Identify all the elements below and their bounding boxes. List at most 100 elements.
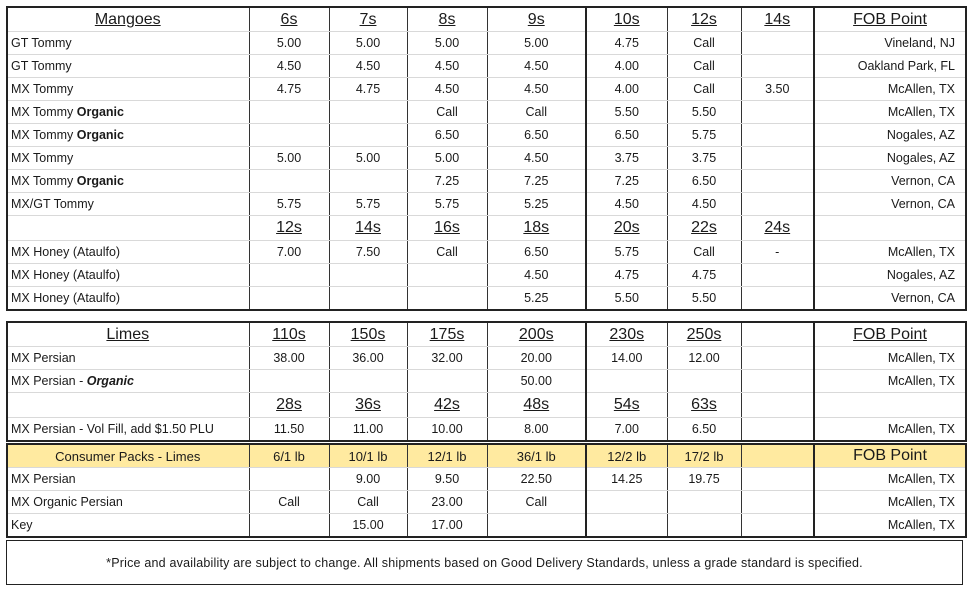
price-cell — [741, 123, 815, 147]
price-cell: 5.50 — [586, 286, 668, 311]
fob-point: Vernon, CA — [814, 286, 967, 311]
empty-cell — [7, 215, 250, 241]
empty-cell — [814, 215, 967, 241]
size-header: 14s — [329, 215, 408, 241]
size-header: 10/1 lb — [329, 444, 408, 468]
price-cell: 5.00 — [487, 31, 587, 55]
size-header-row: 12s 14s 16s 18s 20s 22s 24s — [7, 215, 967, 241]
size-header: 42s — [407, 392, 488, 418]
price-cell: 17.00 — [407, 513, 488, 538]
organic-label: Organic — [76, 105, 124, 119]
product-name: MX Persian - Vol Fill, add $1.50 PLU — [7, 417, 250, 442]
product-label: GT Tommy — [11, 36, 72, 50]
mangoes-price-table: Mangoes 6s 7s 8s 9s 10s 12s 14s FOB Point GT Tomm… — [6, 6, 967, 311]
size-header: 48s — [487, 392, 587, 418]
fob-point: McAllen, TX — [814, 77, 967, 101]
product-name: MX Organic Persian — [7, 490, 250, 514]
price-row: MX Tommy Organic 7.25 7.25 7.25 6.50 Vernon, … — [7, 169, 967, 193]
size-header-row: Mangoes 6s 7s 8s 9s 10s 12s 14s FOB Point — [7, 7, 967, 32]
price-row: MX Organic Persian Call Call 23.00 Call McAll… — [7, 490, 967, 514]
price-cell: Call — [487, 100, 587, 124]
price-cell: 4.50 — [487, 77, 587, 101]
fob-point: McAllen, TX — [814, 417, 967, 442]
price-cell: 4.75 — [667, 263, 742, 287]
fob-point: Nogales, AZ — [814, 123, 967, 147]
price-cell — [249, 169, 330, 193]
product-label: MX/GT Tommy — [11, 197, 94, 211]
price-cell: 5.50 — [667, 100, 742, 124]
product-name: GT Tommy — [7, 31, 250, 55]
price-row: MX Persian 9.00 9.50 22.50 14.25 19.75 McAllen… — [7, 467, 967, 491]
price-cell: 5.00 — [407, 31, 488, 55]
price-cell: 5.00 — [329, 146, 408, 170]
price-cell: 5.75 — [586, 240, 668, 264]
product-label: MX Persian — [11, 472, 76, 486]
price-cell: 3.50 — [741, 77, 815, 101]
price-cell: 5.00 — [249, 31, 330, 55]
size-header: 7s — [329, 7, 408, 32]
price-cell: 6.50 — [407, 123, 488, 147]
price-cell — [329, 369, 408, 393]
price-cell: 4.00 — [586, 54, 668, 78]
product-name: MX Persian — [7, 467, 250, 491]
price-row: Key 15.00 17.00 McAllen, TX — [7, 513, 967, 538]
price-row: GT Tommy 5.00 5.00 5.00 5.00 4.75 Call Vineland… — [7, 31, 967, 55]
price-cell: 36.00 — [329, 346, 408, 370]
price-cell: Call — [487, 490, 587, 514]
fob-point: McAllen, TX — [814, 346, 967, 370]
organic-label: Organic — [76, 128, 124, 142]
size-header-row: Limes 110s 150s 175s 200s 230s 250s FOB Point — [7, 322, 967, 347]
price-cell: 7.25 — [407, 169, 488, 193]
section-title: Mangoes — [7, 7, 250, 32]
organic-label: Organic — [86, 374, 134, 388]
product-label: MX Persian - — [11, 374, 87, 388]
size-header-row: Consumer Packs - Limes 6/1 lb 10/1 lb 12/1 … — [7, 444, 967, 468]
price-cell — [741, 54, 815, 78]
product-name: MX Honey (Ataulfo) — [7, 263, 250, 287]
price-cell: 14.00 — [586, 346, 668, 370]
product-label: MX Tommy — [11, 151, 74, 165]
price-cell: 3.75 — [586, 146, 668, 170]
product-label: MX Honey (Ataulfo) — [11, 245, 121, 259]
product-label: MX Honey (Ataulfo) — [11, 268, 121, 282]
price-cell — [741, 263, 815, 287]
price-cell: 4.50 — [487, 54, 587, 78]
price-cell: Call — [329, 490, 408, 514]
price-cell: 5.75 — [407, 192, 488, 216]
size-header: 28s — [249, 392, 330, 418]
product-label: MX Persian — [11, 351, 76, 365]
size-header: 18s — [487, 215, 587, 241]
price-cell: 4.00 — [586, 77, 668, 101]
product-name: MX/GT Tommy — [7, 192, 250, 216]
size-header: 36s — [329, 392, 408, 418]
price-cell: 6.50 — [487, 240, 587, 264]
price-cell — [741, 286, 815, 311]
price-cell — [249, 513, 330, 538]
price-row: MX Honey (Ataulfo) 5.25 5.50 5.50 Vernon, CA — [7, 286, 967, 311]
price-cell: 4.75 — [249, 77, 330, 101]
price-cell — [249, 467, 330, 491]
price-row: MX/GT Tommy 5.75 5.75 5.75 5.25 4.50 4.50 Verno… — [7, 192, 967, 216]
price-cell: 8.00 — [487, 417, 587, 442]
price-cell — [249, 263, 330, 287]
size-header: 16s — [407, 215, 488, 241]
size-header — [741, 322, 815, 347]
product-label: MX Tommy — [11, 128, 77, 142]
price-cell: 4.75 — [586, 263, 668, 287]
fob-point: Vernon, CA — [814, 192, 967, 216]
size-header: 6/1 lb — [249, 444, 330, 468]
size-header: 12/2 lb — [586, 444, 668, 468]
size-header: 17/2 lb — [667, 444, 742, 468]
product-label: MX Honey (Ataulfo) — [11, 291, 121, 305]
size-header: 24s — [741, 215, 815, 241]
price-cell: Call — [667, 240, 742, 264]
price-cell — [667, 369, 742, 393]
price-cell: 5.25 — [487, 192, 587, 216]
price-cell: Call — [249, 490, 330, 514]
price-cell: 5.75 — [249, 192, 330, 216]
product-name: MX Persian - Organic — [7, 369, 250, 393]
price-cell: 14.25 — [586, 467, 668, 491]
fob-header: FOB Point — [814, 7, 967, 32]
price-cell: 7.25 — [586, 169, 668, 193]
price-cell: 4.50 — [249, 54, 330, 78]
